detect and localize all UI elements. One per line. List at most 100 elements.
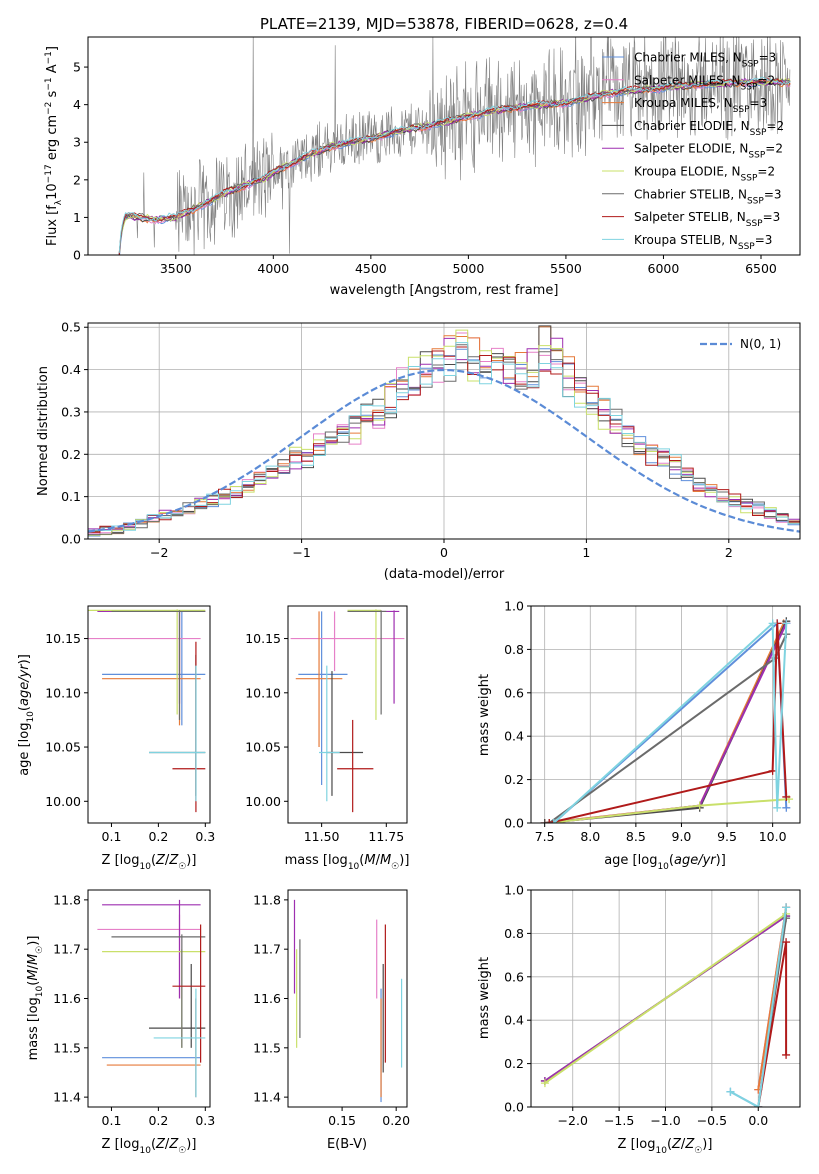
figure-title: PLATE=2139, MJD=53878, FIBERID=0628, z=0…	[260, 15, 628, 33]
x-tick-label: −2.0	[558, 1113, 588, 1128]
spectrum-x-axis-label: wavelength [Angstrom, rest frame]	[330, 283, 559, 298]
weight-marker-chabrier_stelib	[782, 914, 791, 923]
y-tick-label: 11.5	[53, 1040, 81, 1055]
x-tick-label: 0.15	[328, 1113, 356, 1128]
y-tick-label: 11.5	[253, 1040, 281, 1055]
axes-frame	[87, 605, 211, 824]
mass-z-y-axis-label: mass [log10(M/M☉)]	[26, 936, 45, 1061]
y-tick-label: 0.6	[504, 969, 524, 984]
y-tick-label: 0.4	[504, 729, 524, 744]
axes-frame	[287, 889, 408, 1108]
y-tick-label: 0.8	[504, 642, 524, 657]
y-tick-label: 0.2	[504, 1056, 524, 1071]
x-tick-label: 0.0	[748, 1113, 768, 1128]
weight-z-y-axis-label: mass weight	[477, 957, 492, 1039]
y-tick-label: 0.4	[504, 1013, 524, 1028]
weight-marker-salpeter_stelib	[782, 1050, 791, 1059]
x-tick-label: 6000	[648, 261, 680, 276]
x-tick-label: 11.75	[368, 829, 404, 844]
y-tick-label: 11.4	[53, 1090, 81, 1105]
x-tick-label: 11.50	[304, 829, 340, 844]
y-tick-label: 10.00	[45, 794, 81, 809]
massweight-vs-age-frame: 7.5 8.0 8.5 9.0 9.5 10.0 0.0 0.2 0.4 0.6 0.8 1.0	[504, 599, 801, 844]
y-tick-label: 10.15	[245, 631, 281, 646]
weight-marker-kroupa_stelib	[726, 1087, 735, 1096]
y-tick-label: 0.2	[504, 772, 524, 787]
x-tick-label: 5500	[550, 261, 582, 276]
y-tick-label: 3	[73, 135, 81, 150]
x-tick-label: 0.3	[195, 1113, 215, 1128]
axes-frame	[287, 605, 408, 824]
y-tick-label: 10.05	[245, 740, 281, 755]
normal-curve	[88, 368, 800, 533]
x-tick-label: −1	[292, 545, 310, 560]
legend-entry-kroupa_elodie: Kroupa ELODIE, NSSP=2	[634, 165, 775, 184]
weight-marker-salpeter_stelib	[782, 938, 791, 947]
weight-marker-kroupa_stelib	[782, 619, 791, 628]
x-tick-label: 1	[582, 545, 590, 560]
y-tick-label: 0.0	[61, 532, 81, 547]
weight-marker-kroupa_stelib	[549, 819, 558, 823]
y-tick-label: 11.8	[53, 892, 81, 907]
y-tick-label: 5	[73, 60, 81, 75]
normal-legend-label: N(0, 1)	[740, 337, 781, 351]
model-spectrum-kroupa_stelib	[118, 76, 791, 254]
x-tick-label: 4000	[257, 261, 289, 276]
spectrum-frame: 3500 4000 4500 5000 5500 6000 6500 0 1 2 3 4 5	[73, 36, 801, 276]
hist-y-axis-label: Normed distribution	[36, 366, 51, 496]
age-vs-Z-frame: 0.1 0.2 0.3 10.00 10.05 10.10 10.15	[45, 605, 215, 844]
mass-ebv-x-axis-label: E(B-V)	[327, 1137, 367, 1152]
residual-hist-frame: −2 −1 0 1 2 0.0 0.1 0.2 0.3 0.4 0.5	[61, 320, 801, 560]
y-tick-label: 0.4	[61, 362, 81, 377]
model-spectrum-salpeter_elodie	[118, 77, 791, 255]
x-tick-label: 4500	[355, 261, 387, 276]
weight-age-x-axis-label: age [log10(age/yr)]	[604, 853, 726, 872]
massweight-vs-Z-frame: −2.0 −1.5 −1.0 −0.5 0.0 0.0 0.2 0.4 0.6 0.8 1.0	[504, 883, 801, 1128]
x-tick-label: 0	[440, 545, 448, 560]
weight-marker-kroupa_elodie	[695, 801, 704, 810]
model-spectrum-salpeter_stelib	[118, 77, 791, 255]
y-tick-label: 10.10	[245, 685, 281, 700]
age-z-x-axis-label: Z [log10(Z/Z☉)]	[102, 853, 197, 872]
y-tick-label: 11.6	[53, 991, 81, 1006]
weight-z-x-axis-label: Z [log10(Z/Z☉)]	[618, 1137, 713, 1156]
y-tick-label: 0.1	[61, 489, 81, 504]
weight-marker-chabrier_miles	[782, 803, 791, 812]
y-tick-label: 10.05	[45, 740, 81, 755]
weight-line-kroupa_elodie	[544, 913, 787, 1084]
y-tick-label: 10.00	[245, 794, 281, 809]
weight-marker-chabrier_elodie	[540, 819, 549, 823]
model-spectrum-kroupa_elodie	[118, 77, 791, 255]
y-tick-label: 10.15	[45, 631, 81, 646]
axes-frame	[530, 605, 801, 824]
age-z-y-axis-label: age [log10(age/yr)]	[17, 654, 36, 776]
y-tick-label: 0.0	[504, 1100, 524, 1115]
x-tick-label: 2	[725, 545, 733, 560]
model-spectrum-kroupa_miles	[118, 78, 791, 253]
x-tick-label: −0.5	[697, 1113, 727, 1128]
legend-entry-kroupa_miles: Kroupa MILES, NSSP=3	[634, 96, 767, 115]
y-tick-label: 11.7	[53, 942, 81, 957]
x-tick-label: 3500	[160, 261, 192, 276]
weight-marker-kroupa_stelib	[773, 803, 782, 812]
age-mass-x-axis-label: mass [log10(M/M☉)]	[285, 853, 410, 872]
x-tick-label: −1.5	[604, 1113, 634, 1128]
y-tick-label: 2	[73, 172, 81, 187]
weight-line-salpeter_elodie	[549, 622, 788, 823]
x-tick-label: 0.2	[148, 829, 168, 844]
y-tick-label: 0.3	[61, 404, 81, 419]
x-tick-label: 5000	[452, 261, 484, 276]
age-vs-mass-frame: 11.50 11.75 10.00 10.05 10.10 10.15	[245, 605, 408, 844]
y-tick-label: 0	[73, 248, 81, 263]
y-tick-label: 1.0	[504, 599, 524, 614]
weight-marker-kroupa_stelib	[768, 619, 777, 628]
x-tick-label: 6500	[745, 261, 777, 276]
legend-entry-chabrier_miles: Chabrier MILES, NSSP=3	[634, 51, 776, 70]
weight-marker-kroupa_stelib	[782, 903, 791, 912]
hist-x-axis-label: (data-model)/error	[384, 567, 505, 582]
legend-entry-salpeter_miles: Salpeter MILES, NSSP=2	[634, 73, 775, 92]
mass-z-x-axis-label: Z [log10(Z/Z☉)]	[102, 1137, 197, 1156]
legend-entry-kroupa_stelib: Kroupa STELIB, NSSP=3	[634, 233, 772, 252]
y-tick-label: 1.0	[504, 883, 524, 898]
